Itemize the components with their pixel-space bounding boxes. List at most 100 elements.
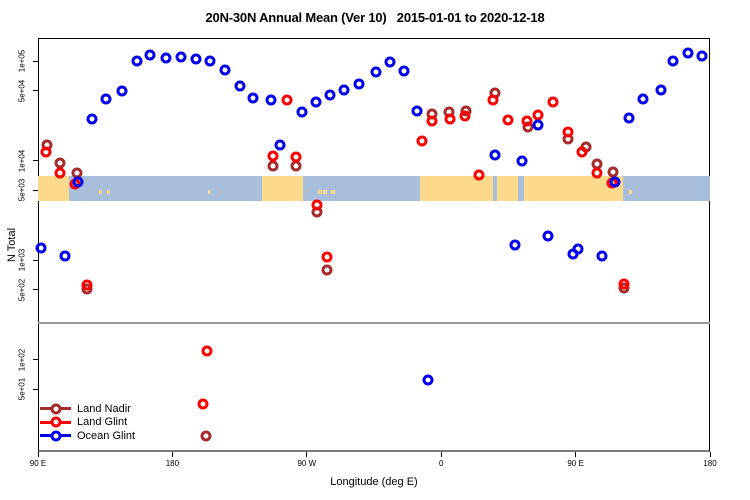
data-point-ocean-glint	[338, 84, 350, 96]
legend-label: Ocean Glint	[77, 429, 136, 442]
y-axis-tick-label: 5e+04	[17, 79, 27, 103]
data-point-ocean-glint	[310, 96, 322, 108]
y-axis-tick-label: 1e+02	[17, 348, 27, 371]
data-point-ocean-glint	[353, 78, 365, 90]
data-point-land-nadir	[607, 166, 619, 178]
x-axis-tick-label: 180	[703, 459, 717, 468]
data-point-land-glint	[40, 146, 52, 158]
x-axis-tick-label: 90 E	[29, 459, 47, 468]
x-axis-tick	[306, 452, 308, 457]
data-point-land-glint	[444, 113, 456, 125]
x-axis-tick	[440, 452, 442, 457]
y-axis-tick-label: 1e+03	[17, 248, 27, 272]
x-axis-tick-label: 0	[438, 459, 444, 468]
map-island-segment	[99, 190, 103, 195]
data-point-ocean-glint	[596, 250, 608, 262]
y-axis-tick-label: 1e+04	[17, 149, 27, 172]
y-axis-tick	[33, 160, 38, 161]
data-point-ocean-glint	[274, 139, 286, 151]
y-axis-tick	[33, 259, 38, 261]
data-point-ocean-glint	[384, 56, 396, 68]
data-point-land-glint	[547, 96, 559, 108]
data-point-ocean-glint	[572, 243, 584, 255]
data-point-ocean-glint	[175, 51, 187, 63]
map-land-segment	[38, 176, 69, 201]
data-point-land-glint	[426, 115, 438, 127]
y-axis-tick-label: 5e+01	[17, 378, 27, 401]
data-point-land-glint	[473, 169, 485, 181]
ocean-glint-marker-icon	[40, 429, 71, 442]
data-point-ocean-glint	[532, 119, 544, 131]
data-point-ocean-glint	[667, 55, 679, 67]
data-point-ocean-glint	[542, 230, 554, 242]
data-point-land-glint	[562, 126, 574, 138]
x-axis-tick-label: 180	[165, 459, 180, 468]
data-point-ocean-glint	[411, 105, 423, 117]
data-point-ocean-glint	[422, 374, 434, 386]
data-point-ocean-glint	[623, 112, 635, 124]
data-point-ocean-glint	[265, 94, 277, 106]
data-point-land-nadir	[290, 160, 302, 172]
data-point-ocean-glint	[247, 92, 259, 104]
chart-title: 20N-30N Annual Mean (Ver 10) 2015-01-01 …	[205, 10, 545, 25]
data-point-land-glint	[321, 251, 333, 263]
data-point-land-glint	[81, 279, 93, 291]
data-point-ocean-glint	[489, 149, 501, 161]
legend-item-land-nadir: Land Nadir	[40, 402, 135, 416]
map-land-segment	[497, 176, 519, 201]
data-point-ocean-glint	[637, 93, 649, 105]
x-axis-tick	[37, 452, 39, 457]
y-axis-tick-label: 1e+05	[17, 49, 27, 73]
data-point-ocean-glint	[696, 50, 708, 62]
data-point-ocean-glint	[324, 89, 336, 101]
legend-item-ocean-glint: Ocean Glint	[40, 429, 135, 443]
data-point-ocean-glint	[398, 65, 410, 77]
map-island-segment	[629, 190, 633, 195]
data-point-ocean-glint	[296, 106, 308, 118]
data-point-ocean-glint	[131, 55, 143, 67]
data-point-land-glint	[521, 115, 533, 127]
data-point-ocean-glint	[35, 242, 47, 254]
map-island-segment	[323, 190, 327, 195]
x-axis-tick	[171, 452, 173, 457]
data-point-land-glint	[459, 110, 471, 122]
data-point-ocean-glint	[219, 64, 231, 76]
data-point-land-glint	[54, 167, 66, 179]
y-axis-title: N Total	[6, 227, 18, 263]
land-glint-marker-icon	[40, 416, 71, 429]
x-axis-tick	[709, 452, 711, 457]
data-point-land-glint	[502, 114, 514, 126]
legend: Land Nadir Land Glint Ocean Glint	[40, 402, 135, 443]
map-island-segment	[330, 190, 336, 195]
panel-separator-line	[38, 321, 710, 324]
legend-label: Land Glint	[77, 416, 128, 429]
x-axis-tick-label: 90 E	[567, 459, 584, 468]
data-point-land-glint	[591, 167, 603, 179]
data-point-land-glint	[487, 94, 499, 106]
data-point-land-glint	[532, 109, 544, 121]
land-nadir-marker-icon	[40, 402, 71, 415]
legend-item-land-glint: Land Glint	[40, 416, 135, 430]
legend-label: Land Nadir	[77, 402, 131, 415]
y-axis-tick	[33, 359, 38, 360]
map-island-segment	[106, 190, 110, 195]
data-point-ocean-glint	[609, 176, 621, 188]
data-point-ocean-glint	[86, 113, 98, 125]
y-axis-tick	[33, 289, 38, 291]
data-point-land-glint	[416, 135, 428, 147]
x-axis-tick	[575, 452, 577, 457]
data-point-ocean-glint	[682, 47, 694, 59]
data-point-ocean-glint	[190, 53, 202, 65]
data-point-land-glint	[267, 150, 279, 162]
y-axis-tick-label: 5e+03	[17, 179, 27, 202]
data-point-ocean-glint	[100, 93, 112, 105]
data-point-ocean-glint	[516, 155, 528, 167]
data-point-ocean-glint	[204, 55, 216, 67]
y-axis-tick-label: 5e+02	[17, 278, 27, 302]
x-axis-title: Longitude (deg E)	[330, 476, 418, 488]
map-island-segment	[318, 190, 322, 195]
data-point-ocean-glint	[59, 250, 71, 262]
data-point-ocean-glint	[509, 239, 521, 251]
map-land-segment	[262, 176, 304, 201]
data-point-land-glint	[201, 345, 213, 357]
